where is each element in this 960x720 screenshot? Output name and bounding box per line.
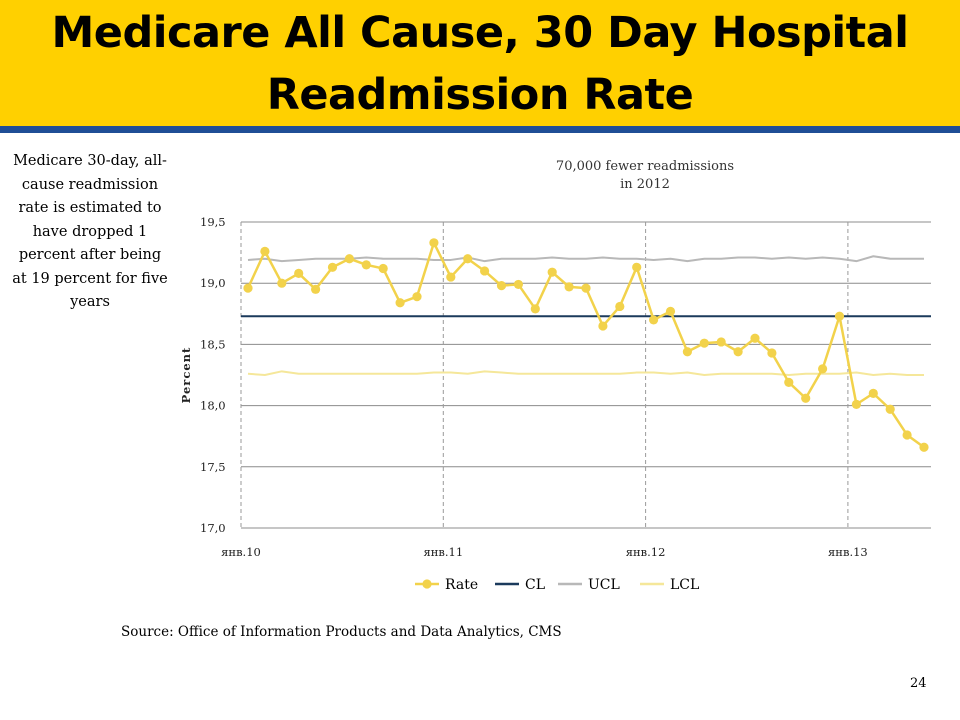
rate-point [547,267,557,277]
rate-point [699,338,709,348]
y-tick-label: 17,0 [200,521,226,535]
rate-point [767,348,777,358]
title-rule [0,126,960,133]
rate-point [733,347,743,357]
chart-annotation: 70,000 fewer readmissions in 2012 [555,159,735,192]
y-tick-label: 18,5 [200,337,226,351]
rate-point [665,306,676,316]
y-tick-label: 17,5 [200,460,226,474]
series-line-lcl [247,370,924,376]
rate-point [919,442,929,452]
rate-point [513,279,524,290]
rate-point [885,404,895,414]
rate-point [632,262,642,272]
page-number: 24 [910,676,927,691]
y-axis-label: Percent [179,347,193,404]
rate-point [581,283,591,293]
rate-point [412,292,422,302]
legend-label-rate: Rate [445,577,478,593]
rate-point [615,301,625,312]
rate-point [902,430,912,440]
rate-point [598,321,608,331]
rate-point [818,364,828,374]
rate-point [463,254,473,264]
rate-point [750,333,760,343]
x-tick-label: янв.10 [221,545,261,559]
x-tick-label: янв.13 [828,545,868,559]
rate-point [243,283,253,293]
title-bar [0,0,960,126]
rate-point [378,263,388,274]
rate-point [361,260,371,270]
source-note: Source: Office of Information Products a… [121,624,562,640]
rate-point [327,262,338,272]
x-tick-label: янв.11 [423,545,463,559]
rate-point [784,377,794,387]
rate-point [294,268,304,279]
rate-point [801,393,811,403]
rate-point [446,272,456,282]
rate-point [344,254,354,264]
legend-marker [422,579,432,589]
side-note: Medicare 30-day, all-cause readmission r… [12,153,168,310]
rate-point [496,281,507,291]
legend-label-cl: CL [525,577,545,593]
rate-point [395,298,405,308]
rate-point [530,304,540,314]
rate-point [480,266,490,276]
x-tick-label: янв.12 [626,545,666,559]
slide-title: Medicare All Cause, 30 Day Hospital Read… [51,8,909,120]
y-tick-label: 18,0 [200,399,226,413]
rate-point [851,399,862,409]
rate-point [834,311,845,321]
rate-point [716,337,726,347]
rate-point [868,388,878,398]
rate-point [311,284,321,294]
rate-point [649,315,659,325]
series-line-ucl [247,255,924,263]
rate-point [260,246,270,256]
y-tick-label: 19,5 [200,215,226,229]
rate-point [277,278,287,288]
rate-point [682,347,693,357]
legend-label-ucl: UCL [588,577,620,593]
series-line-rate [246,241,925,449]
y-tick-label: 19,0 [200,276,226,290]
legend-label-lcl: LCL [670,577,699,593]
rate-point [429,238,439,248]
rate-point [564,282,574,292]
